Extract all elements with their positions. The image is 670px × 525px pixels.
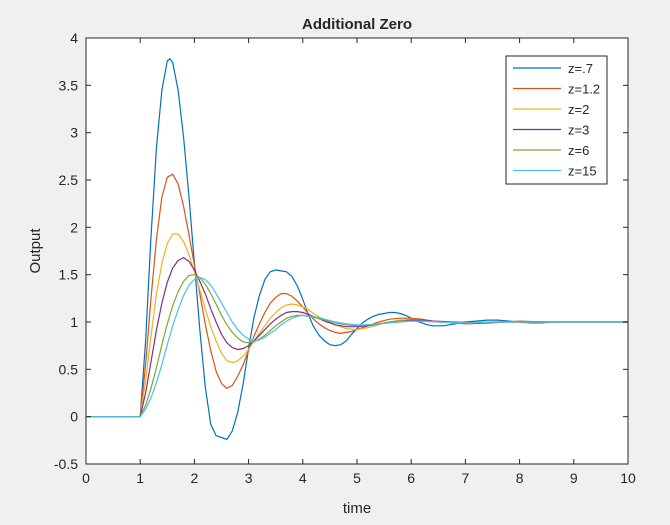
x-tick-label-4: 4 — [299, 470, 307, 486]
y-tick-label-0: -0.5 — [54, 456, 78, 472]
legend-label-2: z=2 — [568, 102, 589, 117]
legend: z=.7 z=1.2 z=2 z=3 z=6 z=15 — [505, 55, 608, 185]
legend-label-5: z=15 — [568, 164, 597, 179]
series-layer — [86, 58, 628, 440]
x-tick-label-0: 0 — [82, 470, 90, 486]
y-tick-label-1: 0 — [70, 409, 78, 425]
y-tick-label-3: 1 — [70, 314, 78, 330]
x-tick-label-2: 2 — [191, 470, 199, 486]
y-tick-label-7: 3 — [70, 125, 78, 141]
x-axis-label: time — [343, 500, 371, 517]
chart-title: Additional Zero — [302, 16, 412, 33]
series-line-1 — [86, 173, 628, 418]
series-line-0 — [86, 58, 628, 440]
legend-label-4: z=6 — [568, 143, 589, 158]
x-tick-label-8: 8 — [516, 470, 524, 486]
legend-box — [505, 55, 608, 185]
legend-label-1: z=1.2 — [568, 82, 600, 97]
x-tick-label-3: 3 — [245, 470, 253, 486]
y-axis-label: Output — [27, 228, 44, 274]
legend-label-3: z=3 — [568, 123, 589, 138]
x-tick-label-1: 1 — [136, 470, 144, 486]
y-tick-label-2: 0.5 — [59, 361, 79, 377]
x-tick-label-10: 10 — [620, 470, 636, 486]
series-line-3 — [86, 257, 628, 418]
y-tick-label-9: 4 — [70, 30, 78, 46]
y-tick-label-4: 1.5 — [59, 267, 79, 283]
y-tick-label-8: 3.5 — [59, 77, 79, 93]
x-tick-label-5: 5 — [353, 470, 361, 486]
x-tick-label-7: 7 — [462, 470, 470, 486]
x-tick-label-9: 9 — [570, 470, 578, 486]
y-tick-label-5: 2 — [70, 219, 78, 235]
tick-layer: 0 1 2 3 4 5 6 7 8 9 10-0.500.511.522.533.54 — [54, 30, 636, 486]
x-tick-label-6: 6 — [407, 470, 415, 486]
series-line-5 — [86, 276, 628, 418]
y-tick-label-6: 2.5 — [59, 172, 79, 188]
legend-label-0: z=.7 — [568, 61, 593, 76]
